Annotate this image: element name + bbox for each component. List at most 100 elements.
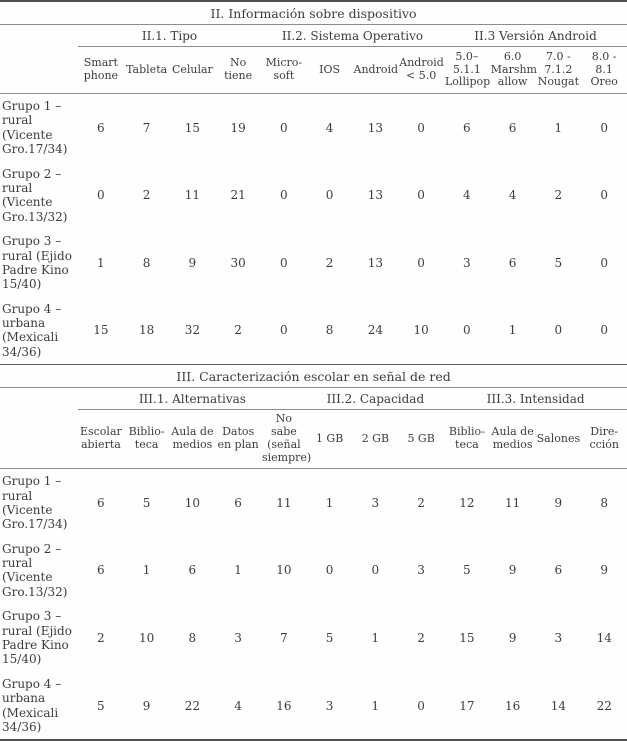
cell: 5 — [463, 563, 471, 578]
col-header-no-tiene: No tiene — [215, 46, 261, 94]
cell: 8 — [142, 255, 151, 270]
col-header-android: Android — [352, 46, 399, 94]
cell: 1 — [325, 495, 334, 510]
cell: 9 — [508, 563, 517, 578]
cell: 14 — [535, 671, 582, 741]
corner-cell — [0, 388, 78, 410]
table-row-grupo-1: Grupo 1 – rural (Vicente Gro.17/34) 6 7 … — [0, 94, 627, 162]
cell: 14 — [596, 631, 612, 646]
cell: 1 — [352, 671, 399, 741]
cell: 13 — [367, 188, 384, 203]
cell: 7 — [280, 631, 288, 646]
network-group-row: III.1. Alternativas III.2. Capacidad III… — [0, 387, 627, 411]
col-header-no-sabe: No sabe (señal siempre) — [261, 409, 311, 470]
cell: 5 — [78, 671, 124, 741]
cell: 4 — [215, 671, 261, 741]
table-row-grupo-2: Grupo 2 – rural (Vicente Gro.13/32) 6 1 … — [0, 537, 627, 605]
table-row-grupo-4: Grupo 4 – urbana (Mexicali 34/36) 15 18 … — [0, 296, 627, 366]
cell: 3 — [371, 495, 380, 510]
row-label: Grupo 3 – rural (Ejido Padre Kino 15/40) — [2, 234, 72, 292]
col-header-microsoft: Micro- soft — [261, 46, 307, 94]
device-column-header-row: Smart phone Tableta Celular No tiene Mic… — [0, 46, 627, 94]
row-label: Grupo 1 – rural (Vicente Gro.17/34) — [2, 99, 68, 157]
cell: 12 — [459, 495, 475, 510]
cell: 9 — [188, 255, 197, 270]
cell: 2 — [554, 188, 563, 203]
cell: 15 — [78, 296, 124, 366]
cell: 16 — [261, 671, 307, 741]
col-header-tableta: Tableta — [123, 46, 170, 94]
cell: 22 — [581, 671, 627, 741]
network-column-header-row: Escolar abierta Biblio- teca Aula de med… — [0, 409, 627, 470]
cell: 0 — [261, 296, 307, 366]
cell: 17 — [444, 671, 490, 741]
cell: 11 — [276, 495, 292, 510]
cell: 11 — [184, 188, 201, 203]
col-header-aula-de-medios-alt: Aula de medios — [169, 409, 216, 470]
row-label: Grupo 2 – rural (Vicente Gro.13/32) — [2, 166, 68, 224]
group-header-alternativas: III.1. Alternativas — [78, 387, 307, 411]
col-header-marshmallow: 6.0 Marshm allow — [489, 46, 537, 94]
table-row-grupo-2: Grupo 2 – rural (Vicente Gro.13/32) 0 2 … — [0, 162, 627, 230]
cell: 9 — [600, 563, 609, 578]
cell: 0 — [600, 255, 608, 270]
group-header-capacidad: III.2. Capacidad — [306, 387, 444, 411]
cell: 9 — [554, 495, 563, 510]
cell: 30 — [230, 255, 246, 270]
cell: 19 — [230, 120, 246, 135]
cell: 8 — [600, 495, 609, 510]
cell: 0 — [600, 120, 608, 135]
col-header-celular: Celular — [169, 46, 216, 94]
cell: 7 — [142, 120, 151, 135]
cell: 22 — [169, 671, 216, 741]
cell: 0 — [325, 188, 334, 203]
cell: 13 — [367, 255, 384, 270]
cell: 13 — [367, 120, 384, 135]
device-info-table: II. Información sobre dispositivo II.1. … — [0, 0, 627, 366]
cell: 10 — [276, 563, 292, 578]
cell: 5 — [142, 495, 151, 510]
network-signal-table: III. Caracterización escolar en señal de… — [0, 365, 627, 741]
cell: 0 — [398, 671, 444, 741]
device-section-title: II. Información sobre dispositivo — [0, 0, 627, 25]
row-label: Grupo 4 – urbana (Mexicali 34/36) — [0, 671, 78, 741]
cell: 6 — [97, 495, 105, 510]
col-header-1gb: 1 GB — [306, 409, 353, 470]
cell: 6 — [97, 563, 105, 578]
cell: 4 — [463, 188, 471, 203]
cell: 11 — [504, 495, 521, 510]
col-header-biblioteca-int: Biblio- teca — [444, 409, 490, 470]
group-header-tipo: II.1. Tipo — [78, 24, 261, 47]
cell: 10 — [398, 296, 444, 366]
cell: 2 — [417, 495, 425, 510]
device-group-row: II.1. Tipo II.2. Sistema Operativo II.3 … — [0, 24, 627, 47]
cell: 32 — [169, 296, 216, 366]
cell: 0 — [97, 188, 105, 203]
col-header-salones: Salones — [535, 409, 582, 470]
col-header-nougat: 7.0 - 7.1.2 Nougat — [535, 46, 582, 94]
row-label: Grupo 1 – rural (Vicente Gro.17/34) — [2, 474, 68, 532]
corner-cell — [0, 25, 78, 47]
cell: 3 — [306, 671, 353, 741]
cell: 2 — [215, 296, 261, 366]
col-header-smartphone: Smart phone — [78, 46, 124, 94]
cell: 1 — [554, 120, 563, 135]
cell: 0 — [280, 188, 288, 203]
cell: 2 — [417, 631, 425, 646]
cell: 6 — [508, 120, 517, 135]
col-header-ios: IOS — [306, 46, 353, 94]
table-row-grupo-1: Grupo 1 – rural (Vicente Gro.17/34) 6 5 … — [0, 469, 627, 537]
corner-cell — [0, 409, 78, 470]
cell: 0 — [581, 296, 627, 366]
corner-cell — [0, 46, 78, 94]
cell: 0 — [325, 563, 334, 578]
col-header-5gb: 5 GB — [398, 409, 444, 470]
cell: 1 — [97, 255, 105, 270]
cell: 2 — [325, 255, 334, 270]
cell: 0 — [280, 255, 288, 270]
cell: 0 — [600, 188, 608, 203]
cell: 6 — [554, 563, 563, 578]
row-label: Grupo 3 – rural (Ejido Padre Kino 15/40) — [2, 609, 72, 667]
cell: 6 — [234, 495, 242, 510]
cell: 3 — [417, 563, 425, 578]
